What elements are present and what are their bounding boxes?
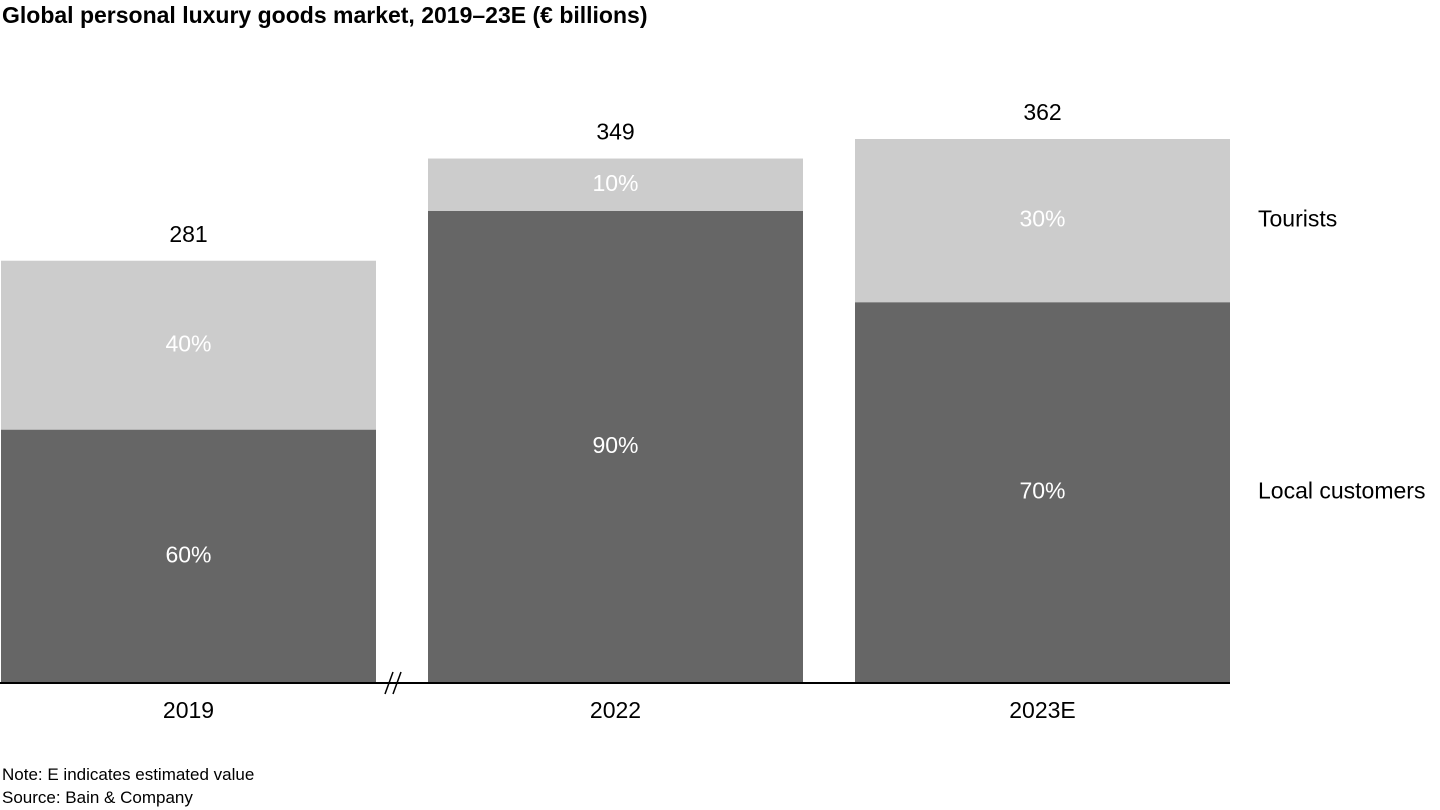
segment-label-tourists-2022: 10% bbox=[592, 170, 638, 196]
bar-local-customers-2022 bbox=[428, 210, 803, 684]
legend: Tourists Local customers bbox=[1258, 206, 1425, 504]
bar-local-customers-2023E bbox=[855, 302, 1230, 683]
axis-break-mark bbox=[392, 671, 402, 695]
note-text: Note: E indicates estimated value bbox=[2, 765, 255, 784]
total-label-2019: 281 bbox=[169, 221, 207, 247]
segment-label-tourists-2019: 40% bbox=[165, 330, 211, 356]
bar-tourists-2019 bbox=[1, 260, 376, 430]
segment-label-local-2019: 60% bbox=[165, 541, 211, 567]
bar-tourists-2023E bbox=[855, 139, 1230, 303]
bar-local-customers-2019 bbox=[1, 429, 376, 683]
segment-label-local-2022: 90% bbox=[592, 432, 638, 458]
bar-tourists-2022 bbox=[428, 158, 803, 211]
axis-break-mark bbox=[384, 671, 394, 695]
source-text: Source: Bain & Company bbox=[2, 788, 193, 807]
legend-tourists: Tourists bbox=[1258, 206, 1337, 232]
chart-title: Global personal luxury goods market, 201… bbox=[2, 2, 648, 28]
x-tick-label-2022: 2022 bbox=[590, 697, 641, 723]
total-label-2022: 349 bbox=[596, 119, 634, 145]
labels-group: 60% 40% 281 90% 10% 349 70% 30% 362 bbox=[165, 99, 1065, 567]
bars-group bbox=[1, 139, 1230, 684]
legend-local-customers: Local customers bbox=[1258, 478, 1425, 504]
footnote: Note: E indicates estimated value Source… bbox=[2, 763, 254, 809]
segment-label-tourists-2023E: 30% bbox=[1019, 206, 1065, 232]
x-axis: 2019 2022 2023E bbox=[0, 671, 1230, 723]
total-label-2023E: 362 bbox=[1023, 99, 1061, 125]
x-tick-label-2019: 2019 bbox=[163, 697, 214, 723]
x-tick-label-2023E: 2023E bbox=[1009, 697, 1076, 723]
segment-label-local-2023E: 70% bbox=[1019, 478, 1065, 504]
